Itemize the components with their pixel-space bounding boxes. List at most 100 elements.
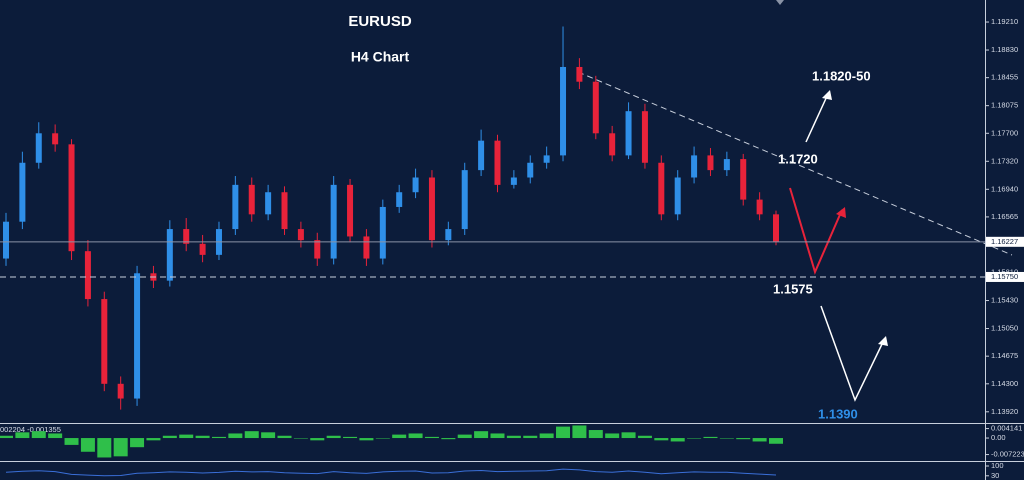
y-tick-label: 1.13920 — [991, 407, 1018, 416]
y-tick-label: 1.17320 — [991, 156, 1018, 165]
histogram-bar — [211, 436, 226, 439]
histogram-bar — [588, 430, 603, 439]
candle-body — [134, 273, 141, 399]
histogram-bar — [752, 438, 767, 442]
candle-body — [510, 177, 517, 185]
histogram-bar — [113, 438, 128, 457]
chart-title: EURUSD — [348, 13, 412, 30]
y-tick-label: 1.15430 — [991, 296, 1018, 305]
candle-body — [674, 177, 681, 215]
y-tick-label: 30 — [991, 471, 999, 480]
histogram-bar — [736, 438, 751, 440]
candle-body — [658, 162, 665, 215]
histogram-bar — [441, 438, 456, 440]
histogram-bar — [48, 433, 63, 439]
candle-body — [297, 229, 304, 241]
y-tick-label: 1.18830 — [991, 45, 1018, 54]
histogram-bar — [261, 432, 276, 439]
candle-body — [281, 192, 288, 230]
price-box — [986, 271, 1024, 282]
histogram-bar — [654, 438, 669, 441]
shift-marker — [776, 0, 784, 5]
y-tick-label: 1.17700 — [991, 128, 1018, 137]
candle-body — [773, 214, 779, 242]
histogram-bar — [64, 438, 79, 445]
indicator-header: 002204 -0.001355 — [0, 425, 61, 434]
candle-body — [576, 66, 583, 82]
histogram-bar — [97, 438, 112, 458]
y-tick-label: 0.00 — [991, 433, 1006, 442]
red-path — [789, 187, 843, 275]
candle-body — [35, 133, 42, 163]
candle-body — [560, 66, 567, 156]
histogram-bar — [392, 434, 407, 439]
price-label: 1.16227 — [991, 237, 1018, 246]
y-tick-label: 1.16565 — [991, 212, 1018, 221]
candle-body — [707, 155, 714, 171]
annotation: 1.1820-50 — [812, 68, 871, 83]
histogram-bar — [769, 438, 783, 444]
candle-body — [740, 159, 747, 200]
y-tick-label: 0.004141 — [991, 424, 1022, 433]
histogram-bar — [162, 435, 177, 439]
candle-body — [494, 140, 501, 185]
y-tick-label: 1.15050 — [991, 324, 1018, 333]
histogram-bar — [424, 436, 439, 439]
trend-line — [577, 71, 1013, 256]
y-tick-label: 1.14300 — [991, 379, 1018, 388]
y-tick-label: 100 — [991, 461, 1004, 470]
candle-body — [625, 111, 632, 156]
histogram-bar — [703, 436, 718, 439]
candle-body — [723, 159, 730, 171]
histogram-bar — [130, 438, 145, 448]
histogram-bar — [0, 435, 13, 439]
histogram-bar — [523, 435, 538, 439]
chart-subtitle: H4 Chart — [351, 49, 410, 65]
candle-body — [445, 229, 452, 241]
candle-body — [183, 229, 190, 244]
candle-body — [330, 184, 337, 259]
arrow-head — [822, 90, 832, 100]
arrow-line — [805, 93, 829, 143]
histogram-bar — [556, 426, 571, 439]
candle-body — [68, 144, 75, 252]
candle-body — [641, 111, 648, 163]
indicator-line — [5, 468, 777, 477]
candle-body — [265, 192, 272, 215]
histogram-bar — [195, 435, 210, 439]
arrow-head — [878, 336, 888, 346]
candle-body — [363, 236, 370, 259]
histogram-bar — [719, 438, 734, 439]
histogram-bar — [80, 438, 95, 452]
histogram-bar — [687, 438, 702, 439]
candle-body — [691, 155, 698, 178]
histogram-bar — [31, 431, 46, 439]
histogram-bar — [228, 433, 243, 439]
histogram-bar — [310, 438, 325, 441]
histogram-bar — [146, 438, 161, 441]
histogram-bar — [244, 431, 259, 439]
candle-body — [314, 240, 321, 259]
candle-body — [379, 206, 386, 259]
histogram-bar — [670, 438, 685, 442]
candle-body — [428, 177, 435, 241]
candle-body — [527, 162, 534, 178]
histogram-bar — [408, 433, 423, 439]
candle-body — [84, 251, 91, 300]
candle-body — [478, 140, 485, 171]
histogram-bar — [506, 435, 521, 439]
annotation: 1.1575 — [773, 281, 813, 296]
histogram-bar — [343, 436, 358, 439]
white-path — [820, 305, 885, 402]
histogram-bar — [375, 438, 390, 439]
candle-body — [461, 170, 468, 230]
y-tick-label: 1.16940 — [991, 184, 1018, 193]
candle-body — [101, 299, 108, 384]
candle-body — [117, 383, 124, 399]
candle-body — [19, 162, 26, 222]
histogram-bar — [277, 435, 292, 439]
annotation: 1.1720 — [778, 151, 818, 166]
candle-body — [199, 243, 206, 255]
candle-body — [543, 155, 550, 163]
candle-body — [412, 177, 419, 193]
